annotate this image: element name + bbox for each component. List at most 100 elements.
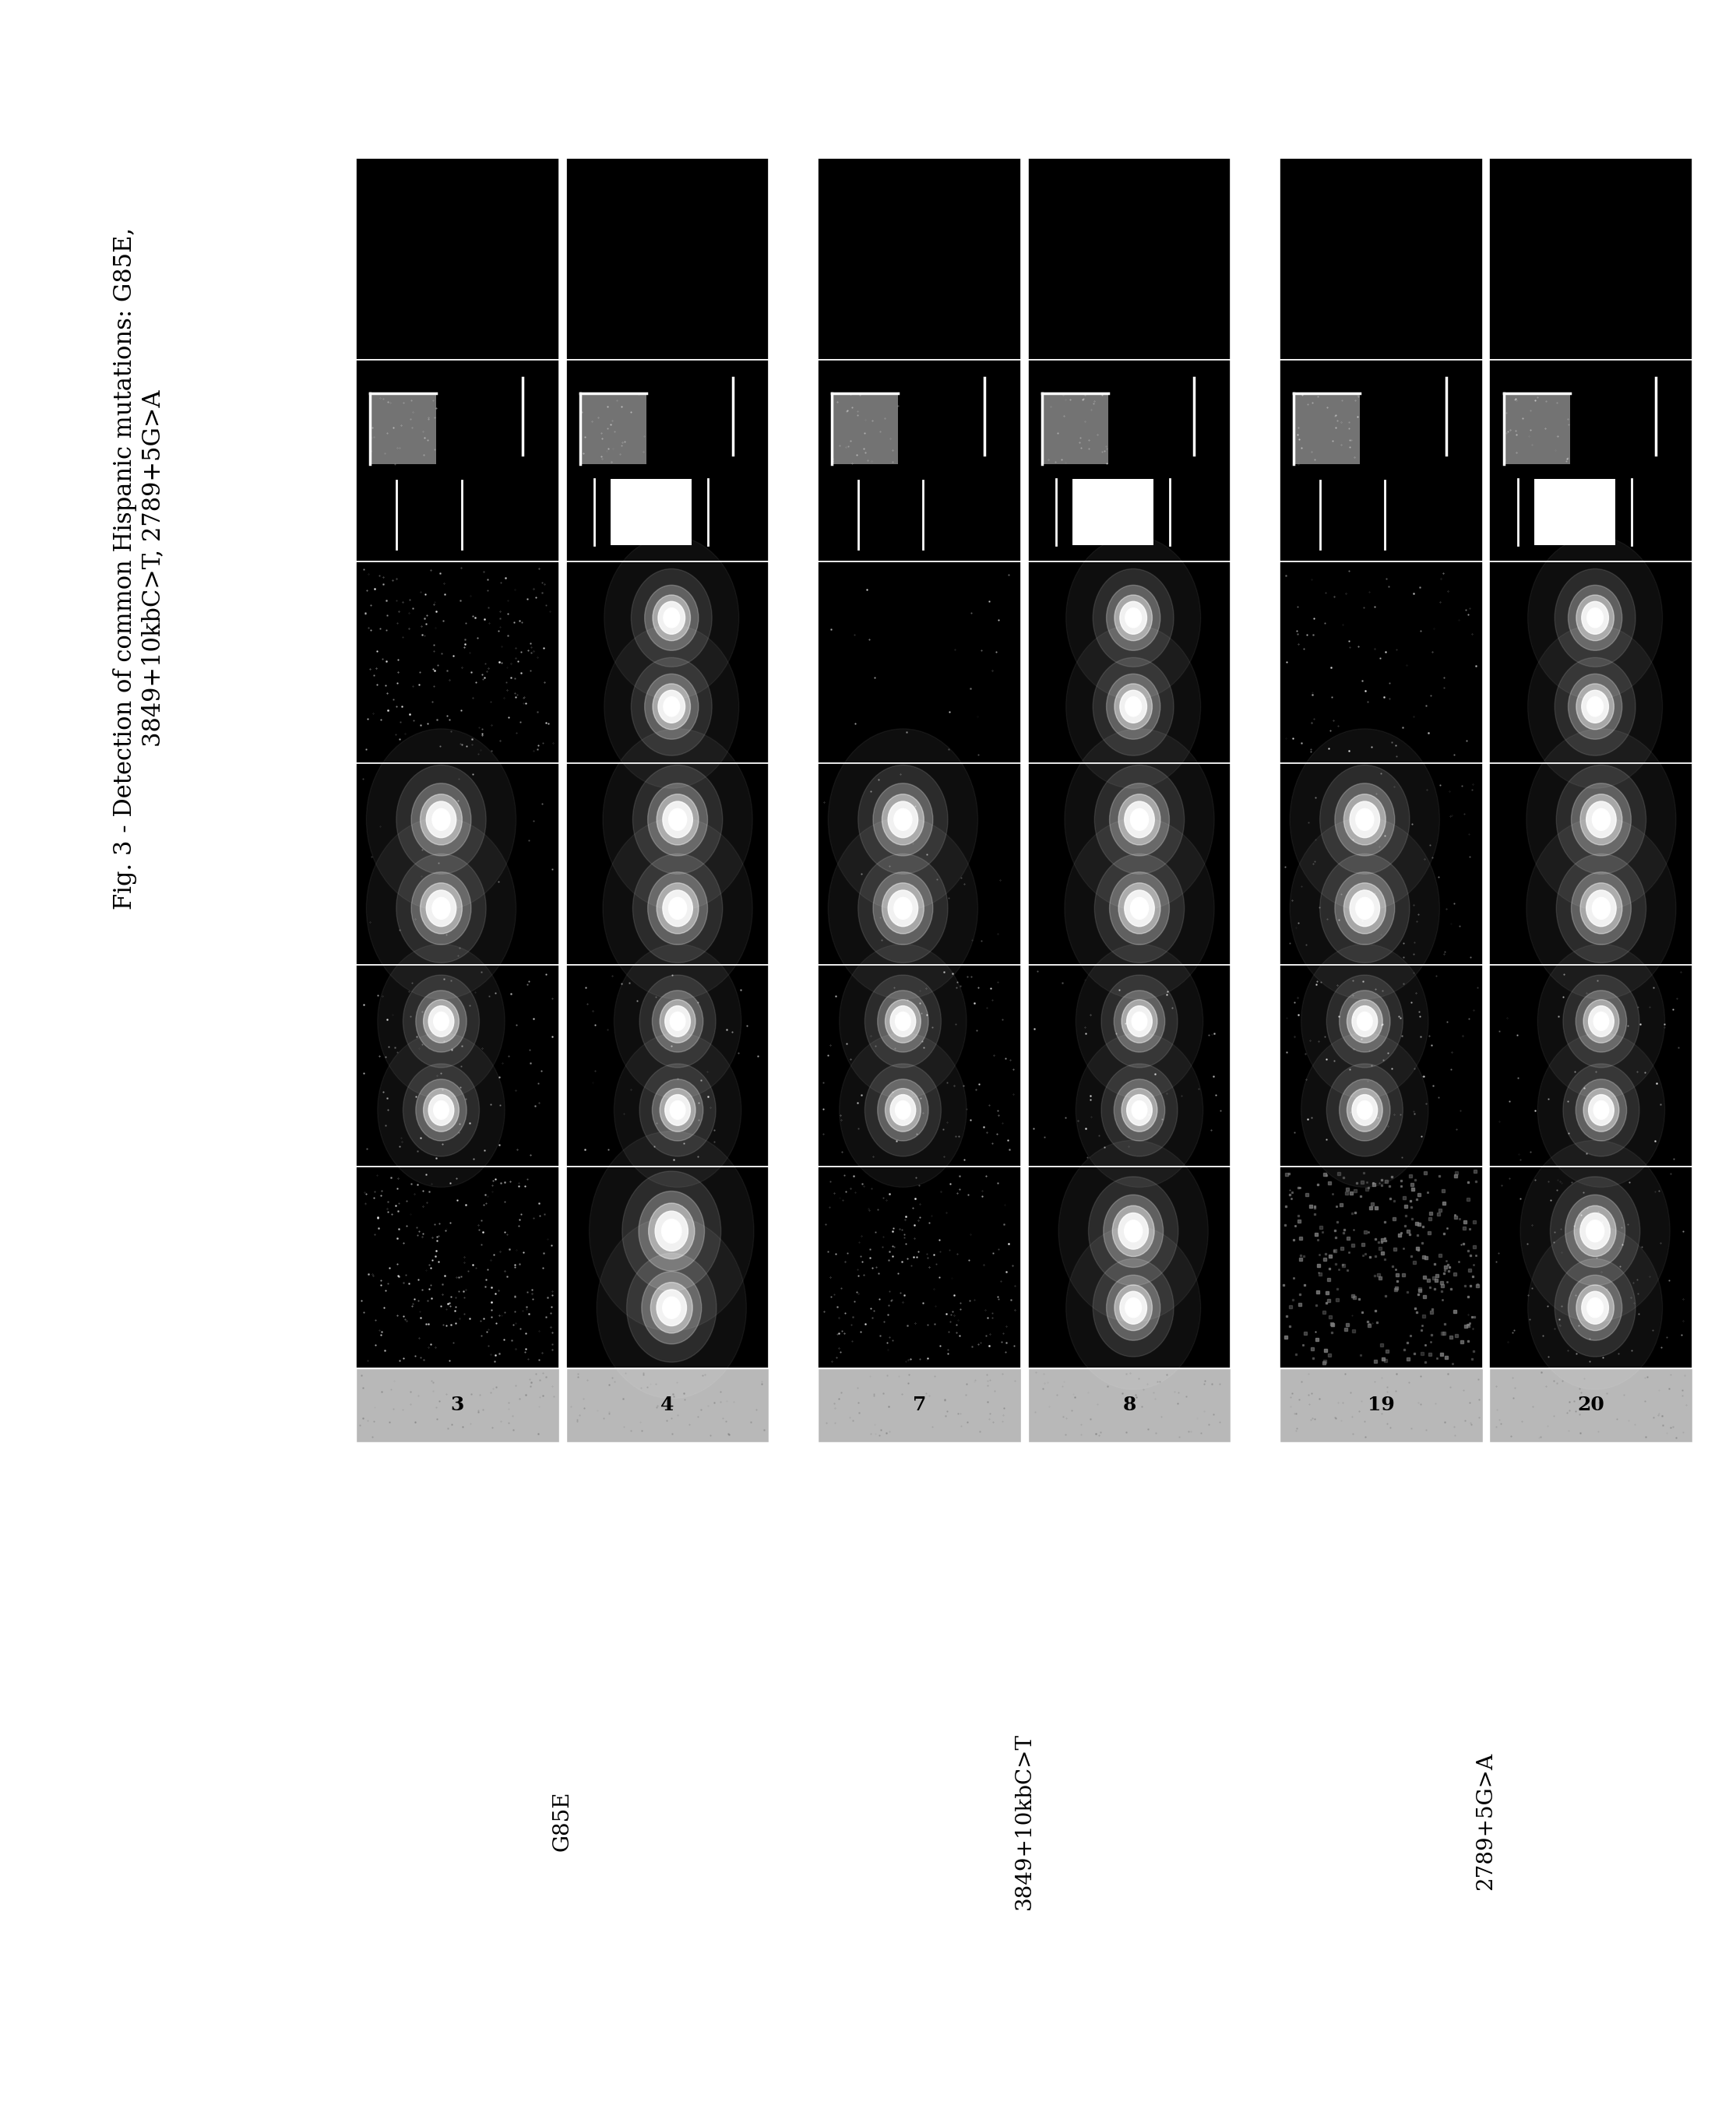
Bar bbox=[1489, 562, 1693, 764]
Circle shape bbox=[415, 991, 467, 1052]
Circle shape bbox=[1526, 728, 1675, 909]
Circle shape bbox=[589, 1130, 753, 1330]
Circle shape bbox=[424, 1088, 458, 1132]
Circle shape bbox=[1587, 890, 1616, 926]
Bar bbox=[566, 1368, 769, 1442]
Bar bbox=[1028, 1166, 1231, 1368]
Circle shape bbox=[1555, 1259, 1635, 1358]
Circle shape bbox=[896, 1013, 911, 1031]
Circle shape bbox=[1115, 991, 1165, 1052]
Bar bbox=[818, 1166, 1021, 1368]
Bar bbox=[818, 964, 1021, 1166]
Circle shape bbox=[604, 625, 740, 787]
Circle shape bbox=[429, 1006, 453, 1036]
Circle shape bbox=[882, 794, 924, 844]
Circle shape bbox=[396, 764, 486, 874]
Circle shape bbox=[632, 657, 712, 756]
Circle shape bbox=[1326, 1063, 1403, 1156]
Circle shape bbox=[597, 1217, 746, 1398]
Circle shape bbox=[1588, 1006, 1614, 1036]
Circle shape bbox=[424, 1000, 458, 1042]
Circle shape bbox=[411, 871, 470, 945]
Bar bbox=[818, 360, 1021, 562]
Circle shape bbox=[656, 1290, 686, 1326]
Circle shape bbox=[427, 890, 457, 926]
Text: 19: 19 bbox=[1368, 1396, 1394, 1415]
Circle shape bbox=[1594, 1013, 1609, 1031]
Circle shape bbox=[1066, 537, 1201, 699]
Circle shape bbox=[615, 945, 741, 1099]
Circle shape bbox=[838, 1034, 967, 1187]
Circle shape bbox=[1351, 802, 1380, 838]
Bar bbox=[1489, 360, 1693, 562]
Circle shape bbox=[1120, 602, 1147, 634]
Bar bbox=[832, 394, 898, 465]
Circle shape bbox=[639, 1063, 715, 1156]
Bar bbox=[1489, 764, 1693, 964]
Circle shape bbox=[1555, 764, 1646, 874]
Bar bbox=[580, 394, 646, 465]
Circle shape bbox=[639, 975, 715, 1067]
Circle shape bbox=[1351, 890, 1380, 926]
Circle shape bbox=[1562, 1063, 1639, 1156]
Circle shape bbox=[1338, 991, 1391, 1052]
Circle shape bbox=[1528, 537, 1663, 699]
Circle shape bbox=[415, 1080, 467, 1141]
Bar bbox=[566, 360, 769, 562]
Circle shape bbox=[1101, 975, 1177, 1067]
Bar bbox=[370, 394, 436, 465]
Circle shape bbox=[658, 690, 686, 722]
Circle shape bbox=[642, 1271, 701, 1345]
Bar bbox=[1293, 394, 1359, 465]
Circle shape bbox=[889, 890, 918, 926]
Circle shape bbox=[1118, 794, 1160, 844]
Circle shape bbox=[889, 802, 918, 838]
Bar bbox=[1279, 1166, 1483, 1368]
Circle shape bbox=[1101, 1063, 1177, 1156]
Circle shape bbox=[1576, 1284, 1614, 1330]
Circle shape bbox=[665, 1006, 691, 1036]
Circle shape bbox=[1120, 690, 1147, 722]
Circle shape bbox=[894, 897, 911, 920]
Circle shape bbox=[1109, 783, 1170, 857]
Circle shape bbox=[1115, 684, 1153, 730]
Bar bbox=[818, 764, 1021, 964]
Bar bbox=[818, 1368, 1021, 1442]
Circle shape bbox=[1352, 1006, 1377, 1036]
Circle shape bbox=[1121, 1088, 1158, 1132]
Bar bbox=[1279, 360, 1483, 562]
Circle shape bbox=[1326, 975, 1403, 1067]
Circle shape bbox=[1125, 1221, 1142, 1242]
Circle shape bbox=[1344, 794, 1385, 844]
Circle shape bbox=[1106, 585, 1160, 650]
Circle shape bbox=[1335, 871, 1394, 945]
Circle shape bbox=[663, 802, 693, 838]
Circle shape bbox=[658, 602, 686, 634]
Bar bbox=[566, 764, 769, 964]
Bar bbox=[1073, 478, 1154, 545]
Circle shape bbox=[1521, 1141, 1670, 1322]
Circle shape bbox=[1088, 1177, 1179, 1286]
Circle shape bbox=[1064, 817, 1213, 1000]
Text: G85E: G85E bbox=[552, 1791, 573, 1850]
Circle shape bbox=[1528, 1225, 1663, 1389]
Circle shape bbox=[377, 945, 505, 1099]
Circle shape bbox=[1592, 808, 1611, 831]
Circle shape bbox=[873, 871, 932, 945]
Circle shape bbox=[602, 728, 752, 909]
Circle shape bbox=[651, 1282, 693, 1332]
Circle shape bbox=[1550, 1177, 1641, 1286]
Circle shape bbox=[663, 608, 679, 627]
Circle shape bbox=[1576, 991, 1627, 1052]
Bar bbox=[611, 478, 693, 545]
Circle shape bbox=[660, 1000, 696, 1042]
Circle shape bbox=[873, 783, 932, 857]
Circle shape bbox=[1568, 1276, 1621, 1341]
Circle shape bbox=[894, 808, 911, 831]
Circle shape bbox=[1113, 1206, 1154, 1257]
Circle shape bbox=[1555, 855, 1646, 962]
Circle shape bbox=[1538, 945, 1665, 1099]
Circle shape bbox=[1104, 1196, 1163, 1267]
Circle shape bbox=[1300, 945, 1429, 1099]
Circle shape bbox=[632, 855, 722, 962]
